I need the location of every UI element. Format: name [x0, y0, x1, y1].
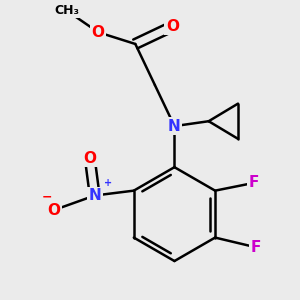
Text: O: O: [92, 25, 105, 40]
Text: O: O: [166, 19, 179, 34]
Text: +: +: [104, 178, 112, 188]
Text: N: N: [168, 118, 181, 134]
Text: CH₃: CH₃: [54, 4, 80, 17]
Text: O: O: [83, 151, 96, 166]
Text: F: F: [249, 175, 260, 190]
Text: N: N: [88, 188, 101, 203]
Text: O: O: [47, 203, 60, 218]
Text: −: −: [42, 190, 52, 203]
Text: F: F: [251, 240, 261, 255]
